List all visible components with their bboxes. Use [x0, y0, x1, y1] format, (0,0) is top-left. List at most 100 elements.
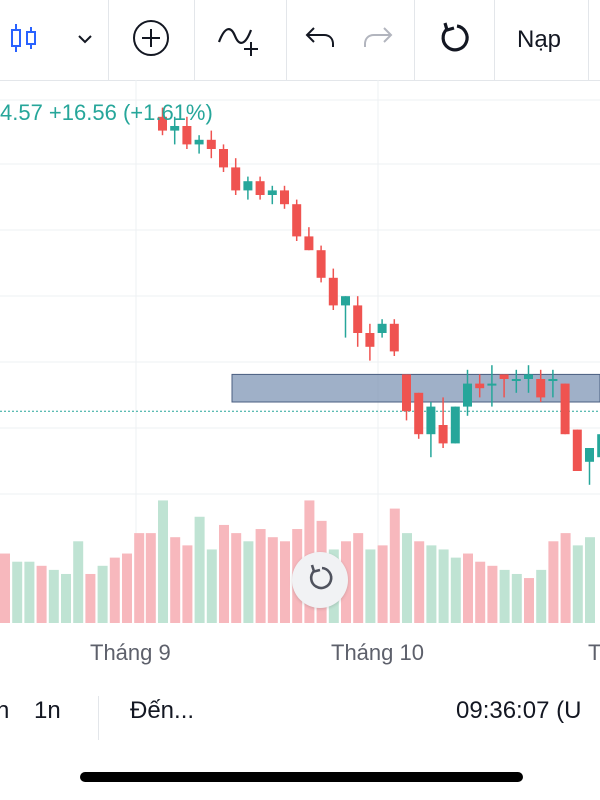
volume-bar	[524, 578, 534, 623]
volume-bar	[24, 561, 35, 623]
price-change-legend: 4.57 +16.56 (+1.61%)	[0, 100, 213, 125]
redo-icon	[362, 24, 394, 57]
candle	[524, 365, 533, 393]
volume-bar	[487, 565, 498, 623]
undo-button[interactable]	[296, 0, 344, 80]
volume-bar	[536, 569, 547, 623]
volume-bar	[182, 545, 193, 623]
candles	[158, 107, 600, 485]
range-1y-button[interactable]: 1n	[34, 697, 61, 724]
candle	[511, 369, 521, 393]
candle-body	[280, 190, 289, 205]
volume-bar	[353, 533, 364, 623]
compare-button[interactable]	[195, 0, 283, 80]
candle	[328, 268, 338, 310]
candle-body	[511, 379, 521, 381]
chevron-down-icon	[77, 31, 93, 49]
bottom-toolbar: n 1n Đến... 09:36:07 (U	[0, 680, 600, 756]
candlestick-chart[interactable]	[0, 80, 600, 623]
volume-bar	[73, 541, 84, 623]
candle-body	[365, 333, 375, 347]
volume-bar	[219, 524, 229, 623]
candle	[316, 245, 326, 283]
candle-body	[487, 383, 497, 386]
volume-bar	[414, 541, 425, 623]
time-axis-label: Tháng 9	[90, 640, 171, 665]
candle	[572, 429, 582, 471]
volume-bar	[560, 533, 571, 623]
candle	[304, 227, 314, 251]
reset-scale-button[interactable]	[292, 552, 348, 608]
candle-body	[389, 323, 399, 352]
candle	[585, 448, 594, 485]
candle	[267, 185, 277, 205]
candle-body	[548, 379, 558, 381]
candle	[255, 176, 265, 200]
candle-body	[158, 116, 167, 131]
candle-body	[438, 425, 448, 444]
candle	[292, 199, 302, 241]
candle-body	[206, 139, 216, 149]
volume-bar	[145, 533, 156, 623]
resistance-zone-layer	[0, 373, 600, 412]
goto-date-button[interactable]: Đến...	[130, 697, 195, 724]
candle-body	[450, 406, 460, 444]
rotate-ccw-icon	[436, 20, 472, 61]
candle	[353, 296, 363, 347]
volume-bar	[243, 541, 254, 623]
volume-bar	[585, 537, 595, 623]
reset-chart-button[interactable]	[415, 0, 493, 80]
candle-body	[463, 383, 472, 407]
volume-bar	[365, 549, 376, 623]
candle-body	[597, 434, 600, 458]
candle-body	[267, 190, 277, 195]
clock-timezone[interactable]: 09:36:07 (U	[456, 697, 582, 724]
volume-bar	[389, 508, 400, 623]
volume-bar	[450, 557, 461, 623]
candle	[170, 116, 180, 145]
candle	[414, 392, 424, 439]
plus-circle-icon	[131, 18, 171, 63]
chart-toolbar: Nạp	[0, 0, 600, 81]
volume-bar	[170, 537, 181, 623]
candle-body	[182, 126, 192, 145]
chart-type-button[interactable]	[0, 0, 100, 80]
candle-body	[194, 139, 204, 145]
candle	[499, 374, 509, 398]
candle	[280, 185, 289, 209]
candle-body	[219, 149, 228, 168]
candle-body	[377, 323, 387, 333]
candle	[487, 365, 497, 407]
candle	[341, 296, 350, 338]
volume-bar	[426, 545, 437, 623]
candle-body	[402, 374, 411, 412]
candle	[182, 116, 192, 149]
add-indicator-button[interactable]	[109, 0, 193, 80]
candle-body	[499, 374, 509, 379]
candle-body	[170, 126, 180, 131]
volume-bar	[402, 533, 412, 623]
candle-body	[328, 277, 338, 306]
candle	[426, 402, 436, 458]
candle	[463, 369, 472, 416]
candle-body	[585, 448, 594, 462]
volume-bar	[97, 565, 108, 623]
redo-button[interactable]	[354, 0, 402, 80]
candle	[450, 406, 460, 444]
volume-bar	[122, 553, 132, 623]
candle	[377, 319, 387, 338]
refresh-button[interactable]: Nạp	[516, 26, 562, 53]
rotate-ccw-icon	[305, 563, 335, 598]
home-indicator	[80, 772, 523, 782]
chart-pane[interactable]	[0, 80, 600, 623]
candle-body	[243, 181, 253, 191]
volume-bar	[0, 553, 10, 623]
candle	[597, 434, 600, 458]
candle	[475, 374, 485, 398]
range-button-fragment[interactable]: n	[0, 697, 10, 724]
volume-bar	[572, 545, 583, 623]
candle-body	[536, 379, 546, 398]
time-axis-label: T	[588, 640, 600, 665]
candle	[365, 323, 375, 361]
volume-bar	[158, 500, 168, 623]
